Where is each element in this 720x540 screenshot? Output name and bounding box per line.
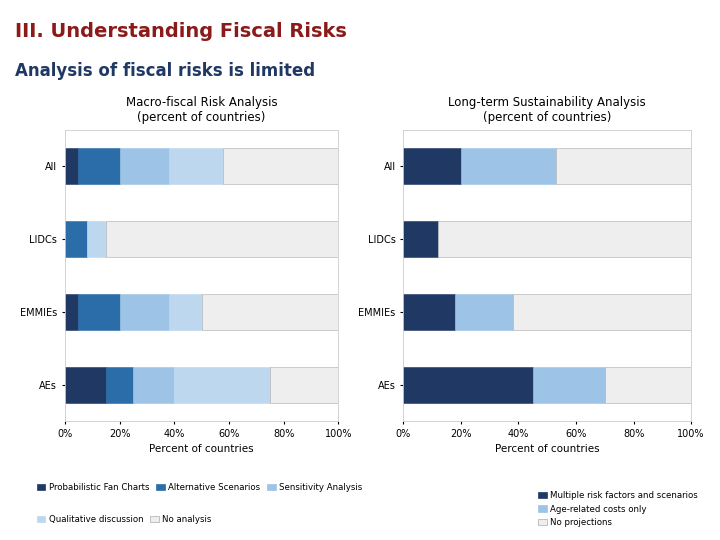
Bar [78, 294, 120, 330]
Bar [65, 367, 106, 403]
Bar [403, 294, 455, 330]
Bar [605, 367, 691, 403]
Legend: Qualitative discussion, No analysis: Qualitative discussion, No analysis [33, 512, 215, 528]
Bar [403, 367, 533, 403]
Bar [533, 367, 605, 403]
Title: Macro-fiscal Risk Analysis
(percent of countries): Macro-fiscal Risk Analysis (percent of c… [126, 96, 277, 124]
Bar [174, 367, 270, 403]
Bar [223, 148, 338, 184]
Text: III. Understanding Fiscal Risks: III. Understanding Fiscal Risks [14, 22, 346, 41]
Bar [556, 148, 691, 184]
Bar [106, 367, 133, 403]
Bar [461, 148, 556, 184]
Bar [403, 221, 438, 257]
Bar [106, 221, 338, 257]
Bar [168, 294, 202, 330]
Bar [120, 148, 168, 184]
X-axis label: Percent of countries: Percent of countries [495, 444, 600, 454]
Text: FAD: FAD [625, 21, 685, 49]
Bar [168, 148, 223, 184]
Bar [202, 294, 338, 330]
Bar [403, 148, 461, 184]
Bar [270, 367, 338, 403]
Bar [65, 148, 78, 184]
Bar [133, 367, 174, 403]
Bar [65, 221, 86, 257]
Bar [120, 294, 168, 330]
Bar [65, 294, 78, 330]
Legend: Probabilistic Fan Charts, Alternative Scenarios, Sensitivity Analysis: Probabilistic Fan Charts, Alternative Sc… [33, 480, 366, 495]
Bar [513, 294, 691, 330]
Legend: Multiple risk factors and scenarios, Age-related costs only, No projections: Multiple risk factors and scenarios, Age… [534, 488, 701, 530]
Bar [455, 294, 513, 330]
Title: Long-term Sustainability Analysis
(percent of countries): Long-term Sustainability Analysis (perce… [449, 96, 646, 124]
Bar [78, 148, 120, 184]
Text: Analysis of fiscal risks is limited: Analysis of fiscal risks is limited [14, 62, 315, 80]
Bar [438, 221, 691, 257]
Bar [86, 221, 106, 257]
X-axis label: Percent of countries: Percent of countries [149, 444, 254, 454]
